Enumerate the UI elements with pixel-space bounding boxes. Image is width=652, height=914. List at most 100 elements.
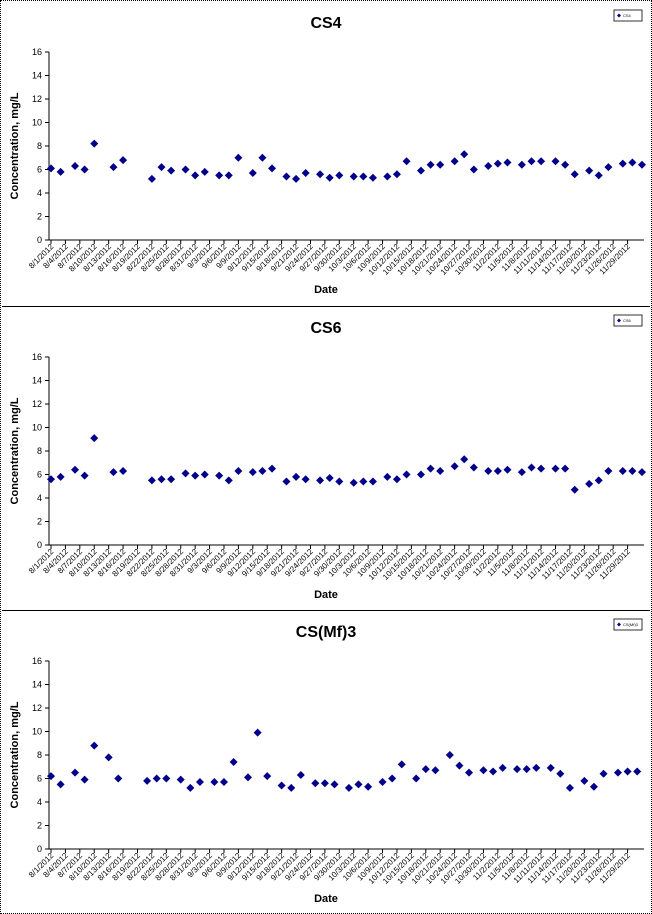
chart-panel-csmf3: CS(Mf)3 CS(Mf)3 0 2 4 6 8 10 12 14 16 Concentration…	[2, 610, 650, 913]
chart-csmf3: CS(Mf)3 CS(Mf)3 0 2 4 6 8 10 12 14 16 Concentration…	[9, 618, 644, 905]
data-point	[613, 768, 622, 777]
data-point	[354, 780, 363, 789]
data-point	[56, 167, 65, 176]
data-point	[436, 160, 445, 169]
data-point	[224, 476, 233, 485]
data-point	[431, 766, 440, 775]
data-point	[493, 466, 502, 475]
legend-marker	[617, 622, 621, 627]
data-point	[157, 163, 166, 172]
data-point	[359, 477, 368, 486]
data-point	[460, 150, 469, 159]
data-point	[56, 780, 65, 789]
y-tick-label: 16	[32, 47, 42, 57]
data-point	[585, 166, 594, 175]
chart-legend: CS4	[613, 9, 643, 22]
data-point	[469, 463, 478, 472]
data-point	[537, 157, 546, 166]
x-axis-label: Date	[314, 589, 338, 601]
data-point	[219, 778, 228, 787]
data-point	[383, 172, 392, 181]
data-point	[344, 783, 353, 792]
data-point	[282, 172, 291, 181]
x-axis-label: Date	[314, 284, 338, 296]
data-point	[176, 775, 185, 784]
data-point	[503, 465, 512, 474]
data-point	[56, 472, 65, 481]
y-axis-label: Concentration, mg/L	[9, 701, 21, 808]
data-point	[527, 463, 536, 472]
data-point	[513, 765, 522, 774]
chart-legend: CS6	[613, 314, 643, 327]
data-point	[412, 774, 421, 783]
data-point	[71, 768, 80, 777]
data-point	[455, 761, 464, 770]
data-point	[277, 781, 286, 790]
data-point	[436, 466, 445, 475]
data-point	[349, 172, 358, 181]
data-point	[234, 153, 243, 162]
data-point	[426, 464, 435, 473]
y-tick-label: 8	[37, 141, 42, 151]
data-point	[392, 170, 401, 179]
legend-label: CS4	[623, 13, 632, 18]
y-tick-label: 16	[32, 656, 42, 666]
data-point	[335, 171, 344, 180]
data-point	[503, 158, 512, 167]
legend-marker	[617, 13, 621, 18]
data-point	[493, 159, 502, 168]
data-point	[450, 157, 459, 166]
data-point	[311, 779, 320, 788]
data-point	[90, 741, 99, 750]
data-point	[349, 478, 358, 487]
y-tick-label: 2	[37, 517, 42, 527]
data-point	[167, 475, 176, 484]
data-point	[383, 472, 392, 481]
data-point	[292, 472, 301, 481]
data-point	[234, 466, 243, 475]
data-point	[589, 782, 598, 791]
data-point	[143, 776, 152, 785]
data-point	[517, 160, 526, 169]
data-point	[167, 166, 176, 175]
y-tick-label: 16	[32, 352, 42, 362]
data-point	[556, 769, 565, 778]
y-tick-label: 4	[37, 797, 42, 807]
data-point	[565, 783, 574, 792]
data-point	[325, 474, 334, 483]
data-point	[109, 163, 118, 172]
data-point	[268, 164, 277, 173]
data-point	[402, 157, 411, 166]
data-point	[215, 171, 224, 180]
data-point	[580, 776, 589, 785]
data-point	[460, 455, 469, 464]
data-point	[551, 157, 560, 166]
data-point	[594, 476, 603, 485]
data-point	[638, 468, 646, 477]
data-point	[47, 475, 55, 484]
data-point	[244, 773, 252, 782]
data-point	[426, 160, 435, 169]
y-tick-label: 8	[37, 750, 42, 760]
data-point	[416, 470, 425, 479]
data-point	[618, 466, 627, 475]
data-point	[561, 160, 570, 169]
data-point	[248, 169, 257, 178]
chart-title: CS6	[310, 320, 341, 337]
data-point	[445, 751, 454, 759]
data-point	[301, 475, 310, 484]
y-tick-label: 6	[37, 165, 42, 175]
data-point	[282, 477, 291, 486]
data-point	[90, 139, 99, 148]
data-point	[316, 476, 325, 485]
data-point	[335, 477, 344, 486]
data-point	[71, 161, 80, 170]
data-point	[416, 166, 425, 175]
data-point	[498, 763, 507, 772]
data-point	[618, 159, 627, 168]
y-tick-label: 0	[37, 235, 42, 245]
y-axis-label: Concentration, mg/L	[9, 397, 21, 504]
data-point	[200, 167, 209, 176]
chart-title: CS4	[310, 15, 341, 32]
